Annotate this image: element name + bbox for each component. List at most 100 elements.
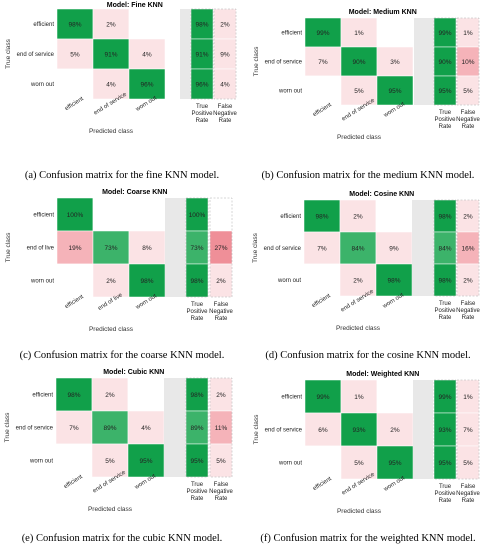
tpr-cell-label: 98%	[190, 278, 203, 285]
y-axis-label: True class	[253, 46, 260, 76]
matrix-cell	[92, 230, 130, 265]
matrix-cell	[304, 46, 342, 77]
fnr-label-line: Negative	[456, 117, 480, 123]
tpr-label-line: Positive	[434, 117, 456, 123]
fnr-label-line: Rate	[462, 124, 475, 130]
matrix-cell-label: 2%	[106, 278, 116, 285]
confusion-matrix-panel-1: Model: Fine KNN 98% 2% 5% 91% 4% 4% 96% 98% 2% 91%…	[5, 2, 238, 181]
matrix-cell	[304, 445, 342, 480]
fnr-cell-label: 5%	[463, 88, 473, 95]
matrix-cell-label: 84%	[351, 245, 364, 252]
row-tick-label: worn out	[278, 89, 302, 95]
row-tick-label: end of service	[264, 246, 302, 252]
matrix-cell	[376, 75, 414, 106]
matrix-cell	[376, 46, 414, 77]
tpr-border	[185, 377, 209, 478]
tpr-label-line: True	[196, 104, 209, 110]
fnr-label-line: False	[461, 484, 476, 490]
row-tick-label: end of service	[17, 52, 55, 58]
fnr-label-line: False	[214, 302, 229, 308]
matrix-cell-label: 5%	[354, 88, 364, 95]
matrix-cell-label: 98%	[315, 213, 328, 220]
matrix-cell	[91, 377, 129, 412]
fnr-cell-label: 10%	[461, 59, 474, 66]
x-axis-label: Predicted class	[337, 134, 382, 141]
fnr-label-line: Negative	[213, 111, 237, 117]
matrix-cell-label: 89%	[103, 425, 116, 432]
fnr-cell-label: 7%	[463, 427, 473, 434]
tpr-label-line: True	[191, 302, 204, 308]
matrix-cell	[304, 412, 342, 447]
tpr-cell-label: 89%	[190, 425, 203, 432]
fnr-cell-label: 16%	[461, 245, 474, 252]
fnr-cell-label: 9%	[220, 51, 230, 58]
row-tick-label: end of service	[265, 60, 303, 66]
matrix-cell-label: 9%	[389, 245, 399, 252]
row-tick-label: efficient	[33, 22, 54, 28]
fnr-label-line: Negative	[456, 491, 480, 497]
tpr-cell-label: 99%	[438, 394, 451, 401]
row-tick-label: end of service	[16, 426, 54, 432]
matrix-cell-label: 2%	[353, 213, 363, 220]
tpr-cell-label: 95%	[438, 460, 451, 467]
x-axis-label: Predicted class	[88, 506, 133, 513]
matrix-cell-label: 7%	[317, 245, 327, 252]
matrix-cell	[303, 199, 341, 233]
tpr-label-line: Rate	[439, 315, 452, 321]
fnr-border	[209, 377, 233, 478]
tpr-cell-label: 100%	[189, 212, 206, 219]
matrix-cell-label: 1%	[354, 30, 364, 37]
fnr-label-line: Rate	[219, 118, 232, 124]
tpr-border	[433, 379, 457, 480]
tpr-cell-label: 84%	[438, 245, 451, 252]
panel-caption: (c) Confusion matrix for the coarse KNN …	[20, 350, 225, 361]
matrix-cell-label: 99%	[316, 30, 329, 37]
fnr-label-line: Negative	[209, 309, 233, 315]
tpr-border	[190, 8, 214, 100]
fnr-label-line: Negative	[456, 308, 480, 314]
fnr-label-line: Negative	[209, 489, 233, 495]
matrix-cell	[376, 379, 414, 414]
matrix-cell-label: 93%	[352, 427, 365, 434]
matrix-cell	[92, 263, 130, 298]
matrix-cell-label: 95%	[388, 460, 401, 467]
matrix-cell	[376, 445, 414, 480]
fnr-cell-label: 11%	[215, 425, 228, 432]
fnr-border	[456, 379, 480, 480]
tpr-label-line: Rate	[196, 118, 209, 124]
row-tick-label: efficient	[32, 393, 53, 399]
panel-caption: (d) Confusion matrix for the cosine KNN …	[265, 350, 470, 361]
tpr-label-line: Positive	[434, 308, 456, 314]
matrix-cell-label: 19%	[68, 245, 81, 252]
chart-title: Model: Coarse KNN	[102, 189, 167, 196]
y-axis-label: True class	[4, 412, 11, 442]
fnr-border	[209, 197, 233, 298]
fnr-cell-label: 27%	[214, 245, 227, 252]
fnr-label-line: False	[461, 301, 476, 307]
matrix-cell-label: 2%	[353, 277, 363, 284]
row-tick-label: worn out	[278, 461, 302, 467]
tpr-cell-label: 98%	[438, 213, 451, 220]
y-axis-label: True class	[252, 232, 259, 262]
fnr-cell-label: 2%	[216, 278, 226, 285]
row-tick-label: efficient	[280, 214, 301, 220]
matrix-cell	[128, 263, 166, 298]
matrix-cell-label: 91%	[104, 51, 117, 58]
separator-column	[413, 380, 433, 479]
matrix-cell	[127, 443, 165, 478]
tpr-label-line: True	[439, 484, 452, 490]
matrix-cell	[55, 443, 93, 478]
matrix-cell-label: 7%	[318, 59, 328, 66]
confusion-matrix-panel-3: Model: Coarse KNN 100% 19% 73% 8% 2% 98% 100% 73…	[5, 189, 234, 361]
fnr-cell-label: 2%	[463, 213, 473, 220]
fnr-label-line: Rate	[215, 316, 228, 322]
row-tick-label: end of service	[265, 428, 303, 434]
panel-caption: (a) Confusion matrix for the fine KNN mo…	[25, 170, 219, 181]
row-tick-label: efficient	[281, 31, 302, 37]
matrix-cell	[128, 68, 166, 100]
separator-column	[165, 198, 187, 297]
matrix-cell	[91, 410, 129, 445]
tpr-cell-label: 90%	[438, 59, 451, 66]
matrix-cell-label: 98%	[67, 392, 80, 399]
tpr-label-line: Positive	[434, 491, 456, 497]
